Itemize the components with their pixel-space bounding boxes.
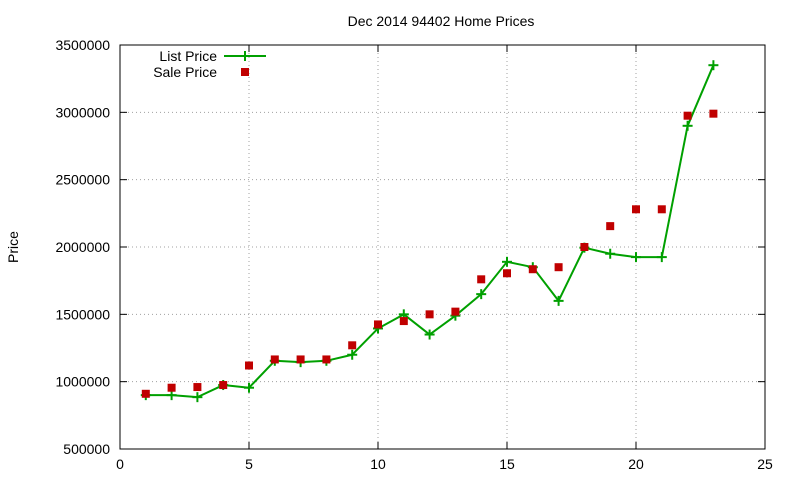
sale-price-point bbox=[374, 320, 382, 329]
x-tick-label: 10 bbox=[370, 456, 386, 472]
legend: List Price Sale Price bbox=[153, 48, 266, 80]
list-price-point bbox=[682, 120, 693, 131]
sale-price-point bbox=[270, 355, 279, 364]
y-tick-label: 1000000 bbox=[55, 374, 110, 390]
x-tick-label: 25 bbox=[757, 456, 773, 472]
legend-label-sale-price: Sale Price bbox=[153, 64, 217, 80]
sale-price-point bbox=[477, 275, 486, 284]
list-price-point bbox=[476, 289, 487, 300]
x-tick-label: 20 bbox=[628, 456, 644, 472]
sale-price-point bbox=[219, 381, 228, 390]
list-price-point bbox=[424, 329, 435, 340]
list-price-point bbox=[708, 60, 719, 71]
series-list-price bbox=[140, 60, 719, 403]
sale-price-point bbox=[528, 265, 537, 274]
sale-price-point bbox=[632, 205, 640, 214]
x-tick-label: 15 bbox=[499, 456, 515, 472]
sale-price-point bbox=[425, 310, 434, 319]
x-tick-label: 5 bbox=[245, 456, 253, 472]
chart-title: Dec 2014 94402 Home Prices bbox=[348, 13, 535, 29]
sale-price-point bbox=[296, 355, 305, 364]
y-tick-label: 2500000 bbox=[55, 172, 110, 188]
y-tick-label: 3500000 bbox=[55, 37, 110, 53]
sale-price-point bbox=[193, 383, 202, 392]
y-tick-label: 500000 bbox=[63, 441, 110, 457]
list-price-point bbox=[631, 252, 641, 263]
sale-price-point bbox=[245, 361, 253, 370]
y-tick-label: 2000000 bbox=[55, 239, 110, 255]
series-layer bbox=[140, 60, 719, 403]
list-price-point bbox=[656, 252, 667, 263]
sale-price-point bbox=[580, 243, 589, 251]
sale-price-point bbox=[606, 222, 615, 231]
sale-price-point bbox=[657, 205, 666, 214]
y-tick-label: 1500000 bbox=[55, 306, 110, 322]
legend-marker-list-price bbox=[240, 51, 250, 61]
grid bbox=[120, 45, 765, 449]
sale-price-point bbox=[683, 111, 692, 120]
list-price-point bbox=[244, 382, 254, 393]
series-sale-price bbox=[141, 109, 718, 398]
list-price-line bbox=[145, 64, 715, 399]
x-tick-label: 0 bbox=[116, 456, 124, 472]
sale-price-point bbox=[503, 269, 511, 278]
list-price-point bbox=[553, 295, 564, 306]
axis-ticks: 0 5 10 15 20 25 500000 1000000 1500000 2000000 250… bbox=[55, 37, 773, 472]
sale-price-point bbox=[709, 109, 718, 118]
sale-price-point bbox=[348, 341, 357, 350]
legend-marker-sale-price bbox=[241, 68, 249, 76]
y-axis-label: Price bbox=[5, 231, 21, 263]
sale-price-point bbox=[554, 263, 563, 272]
y-tick-label: 3000000 bbox=[55, 104, 110, 120]
list-price-point bbox=[166, 390, 177, 401]
sale-price-point bbox=[451, 307, 460, 316]
sale-price-point bbox=[322, 355, 331, 364]
list-price-point bbox=[347, 349, 358, 360]
list-price-point bbox=[192, 392, 203, 403]
list-price-point bbox=[502, 256, 512, 267]
sale-price-point bbox=[399, 317, 408, 326]
sale-price-point bbox=[167, 383, 176, 392]
sale-price-point bbox=[141, 389, 150, 398]
list-price-point bbox=[605, 248, 616, 259]
legend-label-list-price: List Price bbox=[159, 48, 217, 64]
